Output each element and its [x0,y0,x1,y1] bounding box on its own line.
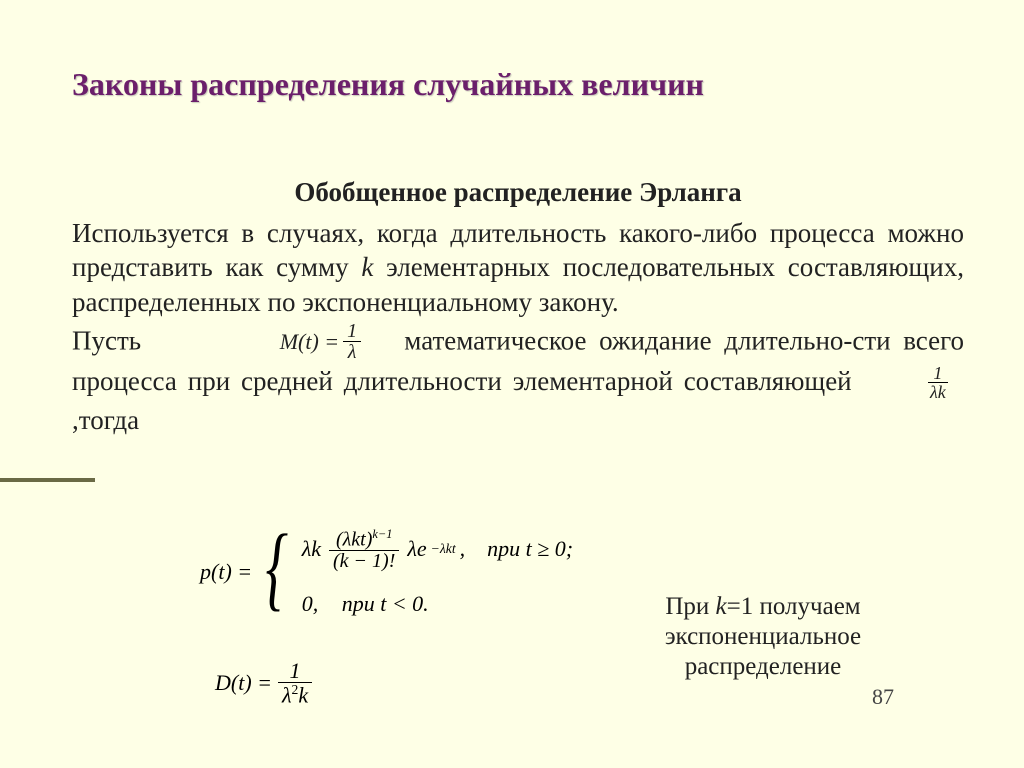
dt-lhs: D(t) = [215,670,272,696]
lk-formula: 1 λk [928,362,964,401]
brace-icon: { [266,532,289,605]
piecewise-formula: p(t) = { λk (λkt)k−1 (k − 1)! λe −λkt , п… [200,528,573,617]
content-area: Обобщенное распределение Эрланга Использ… [72,175,964,442]
case-2: 0, при t < 0. [302,591,573,617]
case-1: λk (λkt)k−1 (k − 1)! λe −λkt , при t ≥ 0; [302,528,573,571]
case1-num-exp: k−1 [372,527,392,541]
lk-num: 1 [931,364,944,382]
dt-num: 1 [284,660,307,682]
para2-a: математическое ожидание длительно-сти вс… [72,326,964,396]
mt-den: λ [344,342,361,362]
mt-formula: M(t) = 1 λ [280,321,392,362]
sidenote-k: k [716,593,727,620]
case1-le-exp: −λkt [431,541,456,557]
case1-cond: при t ≥ 0; [487,536,573,562]
paragraph-1: Используется в случаях, когда длительнос… [72,216,964,320]
case1-le: λe [407,536,426,562]
mt-num: 1 [343,321,361,341]
dt-formula: D(t) = 1 λ2k [215,660,312,706]
sidenote-a: При [665,593,715,620]
pw-lhs: p(t) = [200,559,252,585]
case1-num: (λkt) [336,529,372,551]
then: ,тогда [72,405,139,435]
case2-cond: при t < 0. [342,591,429,616]
case1-den: (k − 1)! [329,551,399,571]
pust: Пусть [72,326,141,356]
para1-k: k [361,252,373,282]
page-number: 87 [872,684,894,710]
side-note: При k=1 получаем экспоненциальное распре… [618,592,908,682]
slide-title: Законы распределения случайных величин [72,66,964,103]
subtitle: Обобщенное распределение Эрланга [72,175,964,210]
paragraph-2: Пусть M(t) = 1 λ математическое ожидание… [72,323,964,438]
dt-den-a: λ [282,682,292,707]
mt-lhs: M(t) = [280,328,339,356]
case1-lk: λk [302,536,321,562]
case1-comma: , [460,536,466,562]
case2-zero: 0, [302,591,319,616]
dt-den-b: k [298,682,308,707]
lk-den: λk [928,383,948,401]
decorative-rule [0,478,95,482]
